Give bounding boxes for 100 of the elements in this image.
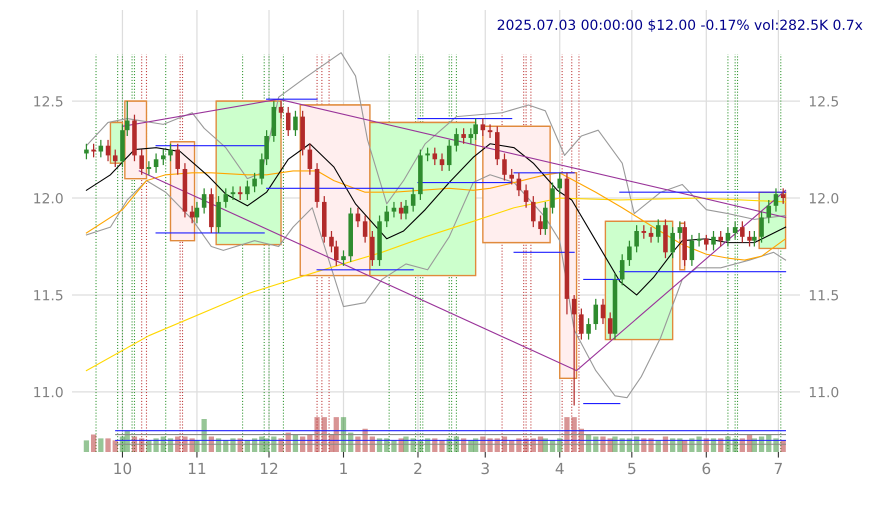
- candlestick: [175, 143, 180, 176]
- candlestick: [690, 234, 694, 267]
- candlestick: [627, 240, 632, 267]
- candlestick: [524, 184, 528, 208]
- candlestick: [146, 160, 152, 176]
- candlestick: [620, 254, 624, 286]
- y2-tick-label: 11.0: [810, 386, 838, 398]
- candlestick: [161, 148, 166, 166]
- x-tick-label: 2: [414, 462, 422, 474]
- line-series: [86, 170, 786, 261]
- candlestick: [766, 199, 772, 224]
- candlestick: [732, 220, 738, 240]
- candlestick: [454, 128, 459, 152]
- candlestick: [586, 318, 591, 340]
- candlestick: [194, 201, 200, 224]
- candlestick: [634, 224, 639, 253]
- candlestick: [341, 250, 346, 267]
- candlestick: [425, 147, 430, 162]
- candlestick: [774, 188, 778, 212]
- candlestick: [293, 110, 298, 137]
- y2-tick-label: 11.5: [810, 290, 838, 300]
- candlestick: [740, 220, 745, 244]
- candlestick: [260, 152, 264, 186]
- candlestick: [168, 143, 173, 162]
- candlestick: [238, 186, 242, 201]
- line-series: [86, 174, 786, 398]
- y2-tick-label: 12.0: [810, 193, 838, 204]
- candlestick: [656, 218, 661, 244]
- candlestick: [608, 312, 612, 340]
- line-series: [86, 52, 786, 220]
- x-tick-label: 12: [260, 462, 278, 474]
- candlestick: [252, 172, 257, 193]
- y2-tick-label: 12.5: [810, 96, 838, 107]
- candlestick: [468, 128, 474, 144]
- candlestick: [670, 226, 675, 259]
- x-tick-label: 5: [628, 462, 636, 474]
- candlestick: [473, 118, 478, 141]
- candlestick: [502, 152, 507, 182]
- candlestick: [106, 139, 110, 162]
- x-tick-label: 10: [114, 462, 132, 474]
- line-series: [86, 197, 786, 372]
- candlestick: [278, 100, 284, 120]
- candlestick: [550, 182, 555, 214]
- y-tick-label: 12.5: [34, 96, 62, 107]
- candlestick: [404, 199, 408, 220]
- candlestick: [488, 124, 492, 139]
- x-tick-label: 4: [556, 462, 564, 474]
- candlestick: [124, 100, 130, 137]
- candlestick: [446, 139, 452, 172]
- candlestick: [286, 106, 291, 137]
- candlestick: [480, 118, 486, 137]
- candlestick: [139, 148, 144, 176]
- candlestick: [704, 234, 709, 252]
- candlestick: [678, 220, 682, 240]
- candlestick: [600, 298, 606, 325]
- candlestick: [112, 148, 118, 168]
- candlestick: [440, 152, 444, 172]
- line-series: [86, 143, 786, 296]
- candlestick: [593, 298, 598, 330]
- candlestick: [223, 188, 228, 208]
- candlestick: [98, 139, 104, 158]
- candlestick: [308, 143, 312, 176]
- candlestick: [516, 172, 522, 197]
- candlestick: [642, 224, 646, 240]
- candlestick: [190, 205, 194, 224]
- x-tick-label: 3: [482, 462, 489, 474]
- text: 2025.07.03 00:00:00 $12.00 -0.17% vol:282.5K 0.7x: [498, 19, 862, 32]
- candlestick: [264, 130, 269, 166]
- candlestick: [84, 143, 89, 160]
- candlestick: [230, 186, 236, 201]
- y-tick-label: 11.0: [34, 386, 63, 398]
- candlestick: [384, 205, 390, 228]
- candlestick: [572, 294, 576, 406]
- y-tick-label: 12.0: [34, 193, 63, 204]
- candlestick: [370, 230, 375, 267]
- candlestick: [780, 188, 786, 204]
- candlestick: [202, 188, 206, 214]
- candlestick: [410, 188, 416, 212]
- candlestick: [557, 172, 562, 195]
- y-tick-label: 11.5: [34, 290, 62, 300]
- candlestick: [543, 201, 548, 236]
- candlestick: [579, 308, 584, 340]
- candlestick: [538, 214, 543, 236]
- candlestick: [648, 226, 654, 244]
- candlestick: [356, 207, 360, 228]
- candlestick: [362, 214, 368, 244]
- candlestick: [531, 195, 536, 228]
- x-tick-label: 7: [774, 462, 782, 474]
- candlestick: [726, 226, 730, 248]
- candlestick: [759, 210, 764, 244]
- x-tick-label: 11: [188, 462, 206, 474]
- candlestick: [91, 143, 96, 158]
- candlestick: [154, 152, 158, 174]
- x-tick-label: 6: [702, 462, 710, 474]
- candlestick: [398, 201, 404, 220]
- candlestick: [245, 180, 250, 201]
- candlestick: [432, 147, 438, 166]
- candlestick: [461, 128, 466, 144]
- candlestick: [711, 230, 716, 252]
- candlestick: [392, 201, 396, 218]
